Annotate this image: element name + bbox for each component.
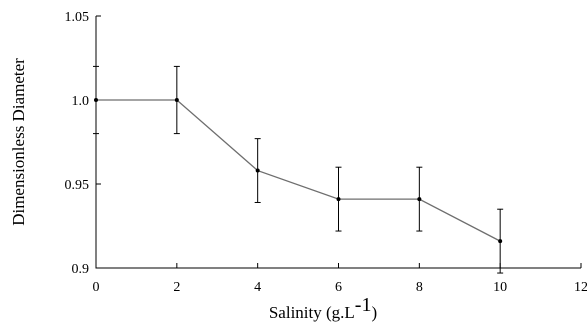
- series-line: [96, 99, 501, 242]
- data-point: [174, 98, 179, 102]
- y-ticks: 0.9 0.95 1.0 1.05: [65, 10, 101, 277]
- x-tick-label: 8: [416, 280, 423, 295]
- x-tick-label: 6: [335, 280, 342, 295]
- y-tick-label: 0.95: [65, 178, 90, 193]
- x-axis-label: Salinity (g.L-1): [269, 294, 377, 322]
- x-ticks: 0 2 4 6 8 10 12: [93, 263, 587, 295]
- x-tick-label: 10: [493, 280, 507, 295]
- x-axis-label-main: Salinity (g.L: [269, 303, 355, 322]
- y-tick-label: 0.9: [72, 262, 90, 277]
- data-points: [94, 98, 503, 244]
- error-bars: [93, 65, 504, 274]
- y-tick-label: 1.05: [65, 10, 90, 25]
- y-axis-label: Dimensionless Diameter: [9, 58, 28, 226]
- data-point: [498, 239, 503, 244]
- x-axis-label-superscript: -1: [355, 294, 372, 316]
- x-tick-label: 2: [173, 280, 180, 295]
- data-point: [94, 98, 98, 102]
- x-tick-label: 12: [574, 280, 587, 295]
- data-point: [417, 197, 422, 202]
- y-tick-label: 1.0: [72, 94, 90, 109]
- data-point: [336, 197, 341, 202]
- x-axis-label-close: ): [371, 303, 377, 322]
- x-tick-label: 0: [93, 280, 100, 295]
- data-point: [255, 168, 260, 173]
- x-tick-label: 4: [254, 280, 261, 295]
